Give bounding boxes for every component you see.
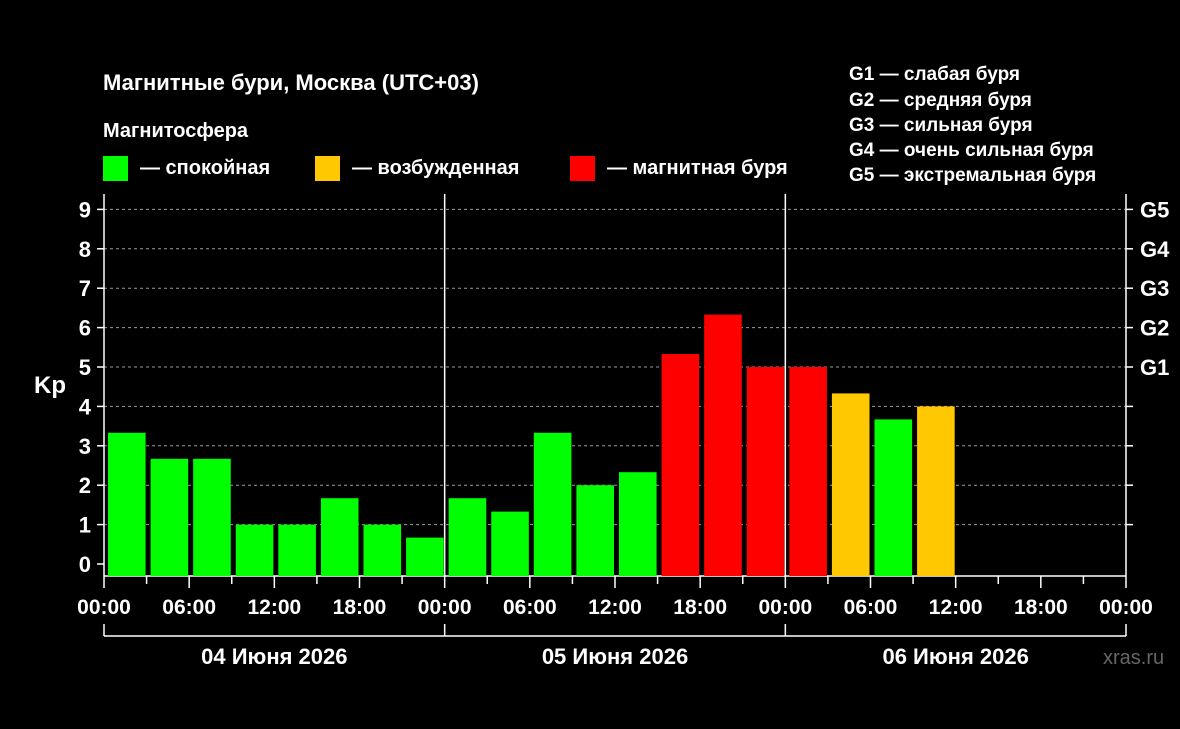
- legend-swatch-storm: [570, 156, 595, 181]
- bar-storm: [789, 367, 827, 576]
- legend-label-storm: — магнитная буря: [607, 157, 788, 179]
- bar-active: [917, 406, 955, 576]
- bar-quiet: [193, 458, 231, 576]
- x-tick-label: 00:00: [1099, 596, 1153, 619]
- x-tick-label: 06:00: [162, 596, 216, 619]
- x-tick-label: 06:00: [844, 596, 898, 619]
- y-tick-label: 7: [79, 276, 91, 301]
- storm-scale-g5: G5 — экстремальная буря: [849, 165, 1096, 186]
- x-tick-label: 12:00: [247, 596, 301, 619]
- bar-quiet: [150, 458, 189, 576]
- chart-title: Магнитные бури, Москва (UTC+03): [103, 70, 479, 95]
- y-tick-label: 2: [79, 473, 91, 498]
- y-tick-label: 5: [79, 355, 91, 380]
- y-tick-label: 4: [79, 394, 92, 419]
- y-tick-label: 6: [79, 316, 91, 341]
- legend-swatch-active: [315, 156, 340, 181]
- bar-quiet: [619, 472, 657, 576]
- x-tick-label: 18:00: [333, 596, 387, 619]
- y-tick-label: 0: [79, 552, 91, 577]
- y-tick-label: 3: [79, 434, 91, 459]
- bar-quiet: [491, 511, 529, 576]
- bar-storm: [704, 314, 742, 576]
- bar-quiet: [320, 498, 359, 576]
- legend-heading: Магнитосфера: [103, 120, 249, 142]
- bar-storm: [746, 367, 785, 576]
- bar-quiet: [533, 432, 572, 576]
- bar-quiet: [278, 524, 316, 576]
- right-axis-label: G2: [1140, 316, 1169, 341]
- day-label: 04 Июня 2026: [201, 644, 347, 669]
- bar-quiet: [406, 537, 444, 576]
- plot-area: 0 1 2 3 4 5 6 7 8 9 G1 G2 G3 G4 G5 00:00 06:00 12:00 18:00…: [77, 194, 1170, 669]
- bar-quiet: [576, 485, 614, 576]
- x-tick-label: 00:00: [758, 596, 812, 619]
- day-label: 06 Июня 2026: [882, 644, 1028, 669]
- x-tick-label: 18:00: [1014, 596, 1068, 619]
- bar-quiet: [363, 524, 402, 576]
- right-axis-label: G3: [1140, 276, 1169, 301]
- bar-quiet: [448, 498, 487, 576]
- legend-label-active: — возбужденная: [352, 157, 519, 179]
- x-tick-label: 00:00: [418, 596, 472, 619]
- bar-quiet: [874, 419, 913, 576]
- y-tick-label: 1: [79, 513, 91, 538]
- right-axis-label: G1: [1140, 355, 1169, 380]
- right-axis-label: G5: [1140, 197, 1169, 222]
- legend-swatch-quiet: [103, 156, 128, 181]
- bar-storm: [661, 353, 700, 576]
- x-tick-label: 00:00: [77, 596, 131, 619]
- bar-active: [831, 393, 870, 576]
- y-tick-label: 8: [79, 237, 91, 262]
- day-label: 05 Июня 2026: [542, 644, 688, 669]
- x-tick-label: 12:00: [588, 596, 642, 619]
- bar-quiet: [235, 524, 274, 576]
- storm-scale-g2: G2 — средняя буря: [849, 90, 1032, 111]
- storm-scale-g4: G4 — очень сильная буря: [849, 140, 1094, 161]
- x-tick-label: 12:00: [929, 596, 983, 619]
- right-axis-label: G4: [1140, 237, 1170, 262]
- y-tick-label: 9: [79, 197, 91, 222]
- bar-quiet: [108, 432, 146, 576]
- legend-label-quiet: — спокойная: [140, 157, 270, 179]
- watermark: xras.ru: [1103, 647, 1164, 669]
- storm-scale-g1: G1 — слабая буря: [849, 64, 1020, 85]
- x-tick-label: 18:00: [673, 596, 727, 619]
- storm-scale-g3: G3 — сильная буря: [849, 115, 1033, 136]
- y-axis-label: Kp: [34, 372, 66, 399]
- x-tick-label: 06:00: [503, 596, 557, 619]
